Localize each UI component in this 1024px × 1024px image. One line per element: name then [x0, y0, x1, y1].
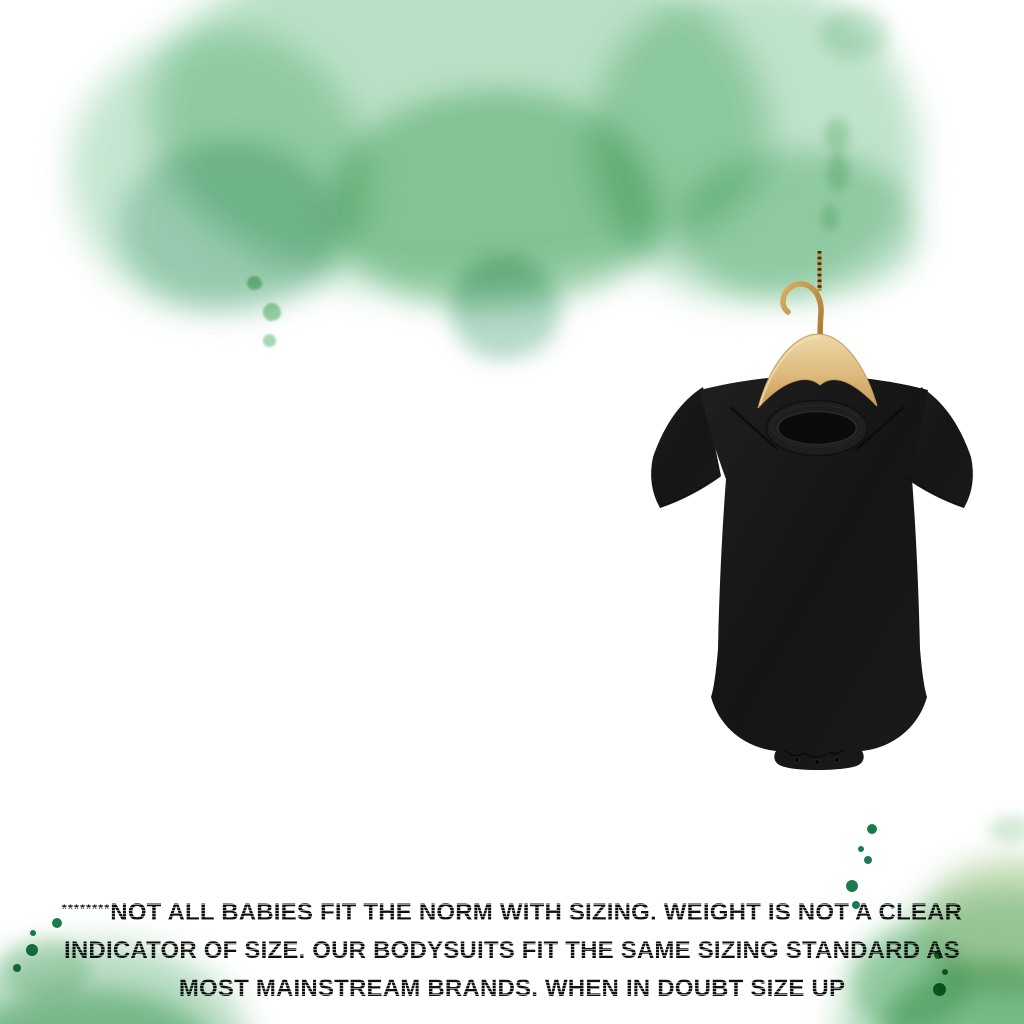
table-row: 6-9 MONTH 16-20	[28, 570, 498, 640]
size-table: SIZE AVG LBS 0-3 MONTH 8-12 3-6 MONTH 12…	[28, 354, 498, 850]
table-row: 12-18 MONTH 24-28	[28, 710, 498, 780]
size-cell: 9-12 MONTH	[28, 640, 328, 710]
column-header-avg-lbs: AVG LBS	[328, 356, 498, 412]
size-cell: 0-3 MONTH	[28, 430, 328, 500]
disclaimer: ********NOT ALL BABIES FIT THE NORM WITH…	[0, 890, 1024, 1008]
table-row: 9-12 MONTH 20-24	[28, 640, 498, 710]
table-row: 0-3 MONTH 8-12	[28, 430, 498, 500]
paint-splatter-dot	[26, 944, 38, 956]
disclaimer-line-1: ********NOT ALL BABIES FIT THE NORM WITH…	[61, 899, 963, 926]
paint-splatter-dot	[30, 930, 36, 936]
size-cell: 6-9 MONTH	[28, 570, 328, 640]
paint-splatter-dot	[867, 824, 877, 834]
watercolor-blob	[988, 815, 1024, 843]
neckband	[765, 399, 869, 457]
disclaimer-line-3: MOST MAINSTREAM BRANDS. WHEN IN DOUBT SI…	[178, 975, 846, 1002]
table-row: 18-24 MONTH 28-32	[28, 780, 498, 850]
size-cell: 3-6 MONTH	[28, 500, 328, 570]
size-cell: 12-18 MONTH	[28, 710, 328, 780]
watercolor-blob	[263, 334, 276, 347]
column-header-size: SIZE	[28, 356, 328, 412]
snap-closure	[783, 749, 845, 766]
bodysuit-hanger-illustration	[651, 251, 973, 770]
watercolor-blob	[263, 303, 281, 321]
title-line-2: SIZE CHART	[0, 164, 1024, 274]
paint-splatter-dot	[933, 983, 946, 996]
paint-splatter-dot	[934, 951, 942, 959]
paint-splatter-dot	[852, 901, 860, 909]
table-row: 3-6 MONTH 12-16	[28, 500, 498, 570]
paint-splatter-dot	[52, 918, 62, 928]
size-cell: 18-24 MONTH	[28, 780, 328, 850]
title-line-1: BABY BODYSUIT	[0, 14, 1024, 140]
disclaimer-line-2: INDICATOR OF SIZE. OUR BODYSUITS FIT THE…	[64, 937, 960, 964]
bodysuit	[651, 375, 973, 770]
paint-splatter-dot	[942, 969, 948, 975]
paint-splatter-dot	[846, 880, 858, 892]
paint-splatter-dot	[864, 856, 872, 864]
table-header-row: SIZE AVG LBS	[28, 354, 498, 414]
wooden-hanger	[757, 333, 878, 409]
page-title: BABY BODYSUIT SIZE CHART	[0, 14, 1024, 274]
asterisks: ********	[61, 901, 111, 916]
paint-splatter-dot	[13, 964, 21, 972]
paint-splatter-dot	[858, 846, 864, 852]
